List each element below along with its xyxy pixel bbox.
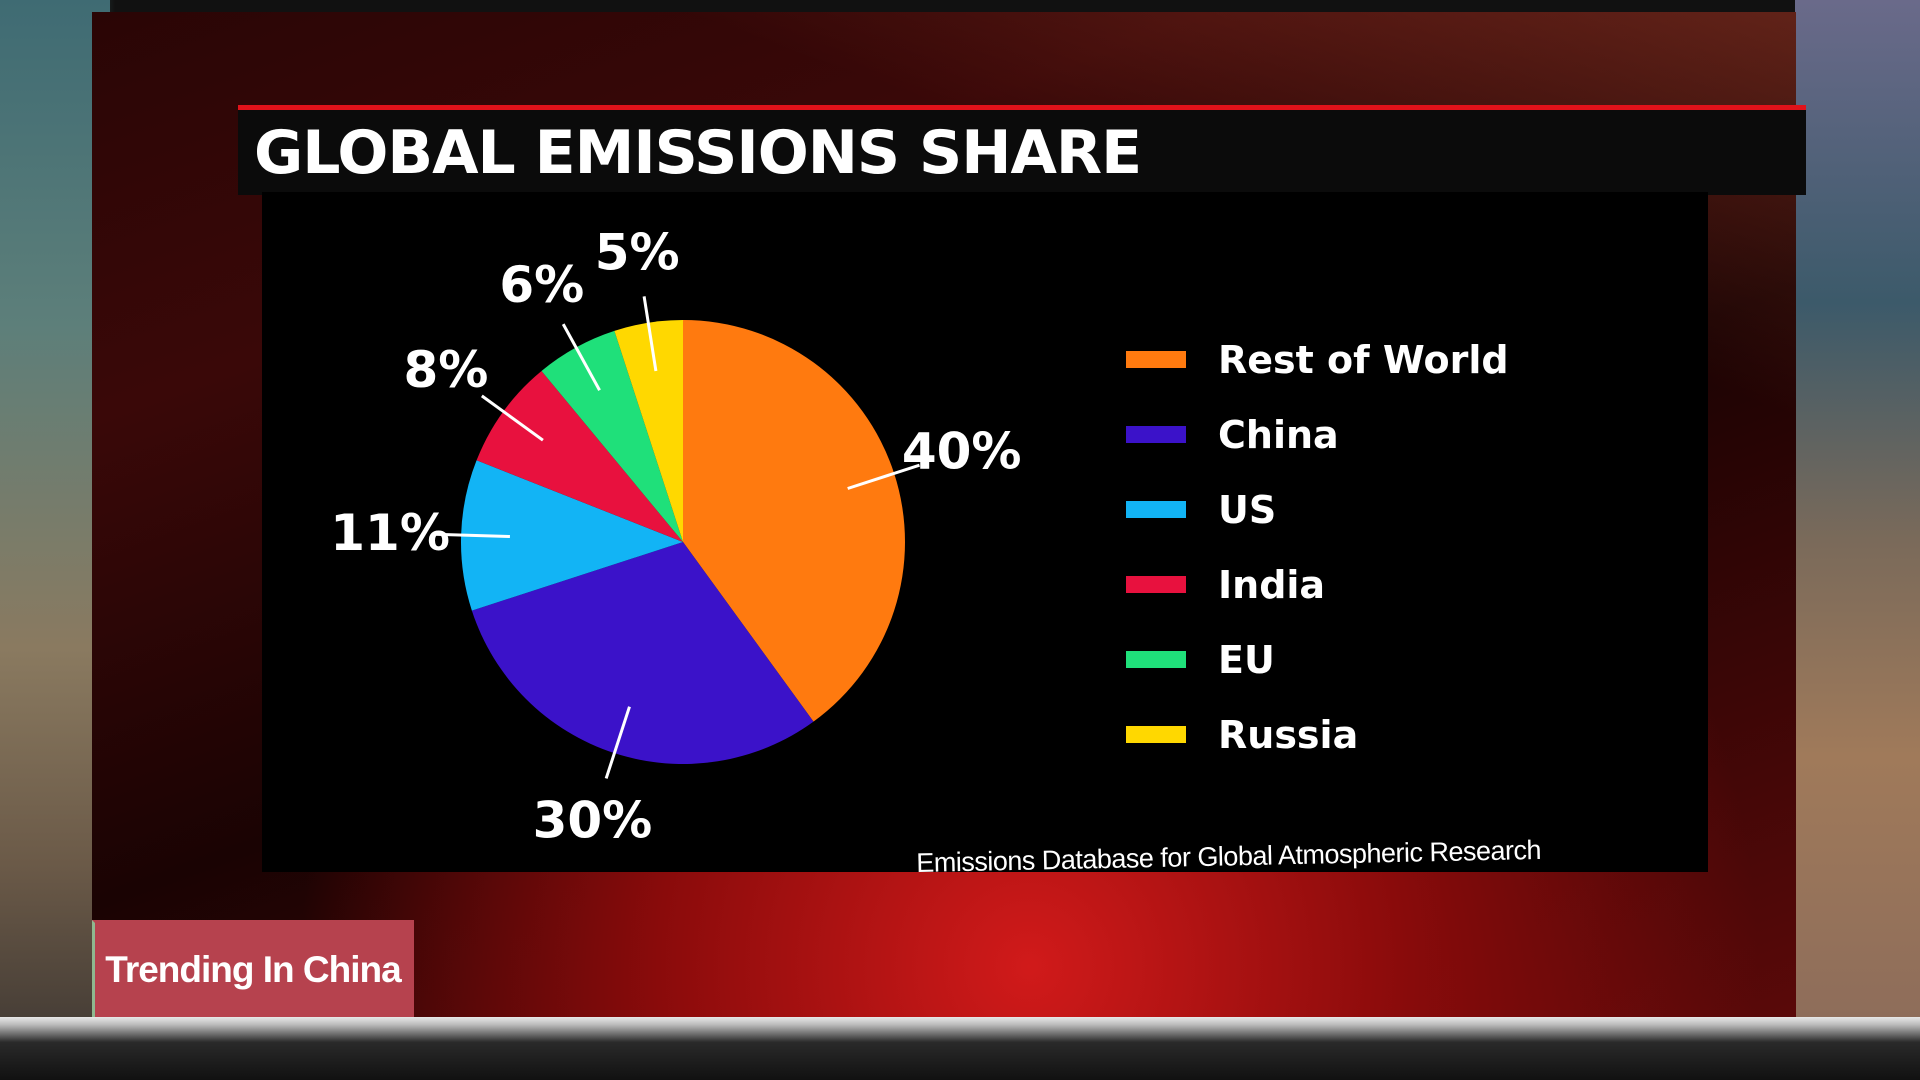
pie-slice-china (471, 542, 814, 765)
pie-slice-rest-of-world (683, 320, 905, 722)
leader-line-rest-of-world (847, 463, 920, 490)
legend-item-eu: EU (1126, 622, 1509, 697)
studio-floor (0, 1017, 1920, 1080)
legend-item-us: US (1126, 472, 1509, 547)
legend-swatch (1126, 576, 1186, 593)
leader-line-eu (561, 323, 601, 391)
pie-label-china: 30% (533, 792, 653, 850)
pie-slice-russia (614, 320, 683, 542)
ticker-tag-label: Trending In China (105, 949, 401, 990)
pie-label-russia: 5% (595, 224, 680, 282)
legend-label: Russia (1218, 712, 1359, 757)
legend-item-russia: Russia (1126, 697, 1509, 772)
legend-label: Rest of World (1218, 337, 1509, 382)
legend-swatch (1126, 426, 1186, 443)
legend-swatch (1126, 726, 1186, 743)
legend-label: US (1218, 487, 1277, 532)
leader-line-india (480, 394, 544, 442)
pie-chart: 40% 30% 11% 8%6%5% (330, 224, 1022, 850)
legend-item-rest-of-world: Rest of World (1126, 322, 1509, 397)
pie-slice-us (461, 460, 683, 611)
pie-slice-india (476, 370, 683, 542)
pie-label-rest-of-world: 40% (902, 422, 1022, 480)
chart-title: GLOBAL EMISSIONS SHARE (254, 118, 1142, 188)
chart-legend: Rest of World China US India EU Russia (1126, 322, 1509, 772)
legend-swatch (1126, 351, 1186, 368)
legend-label: India (1218, 562, 1326, 607)
pie-label-eu: 6% (499, 256, 584, 314)
legend-swatch (1126, 501, 1186, 518)
leader-line-russia (642, 296, 658, 372)
legend-label: China (1218, 412, 1339, 457)
pie-slice-eu (541, 330, 683, 542)
leader-line-china (604, 706, 631, 779)
legend-swatch (1126, 651, 1186, 668)
leader-line-us (434, 532, 510, 539)
studio-backdrop-left (0, 0, 110, 1080)
studio-backdrop-right (1795, 0, 1920, 1080)
pie-label-us: 11% (330, 504, 450, 562)
legend-item-china: China (1126, 397, 1509, 472)
legend-label: EU (1218, 637, 1275, 682)
pie-label-india: 8% (403, 341, 488, 399)
legend-item-india: India (1126, 547, 1509, 622)
header-bar (238, 105, 1806, 195)
ticker-tag: Trending In China (92, 920, 414, 1020)
